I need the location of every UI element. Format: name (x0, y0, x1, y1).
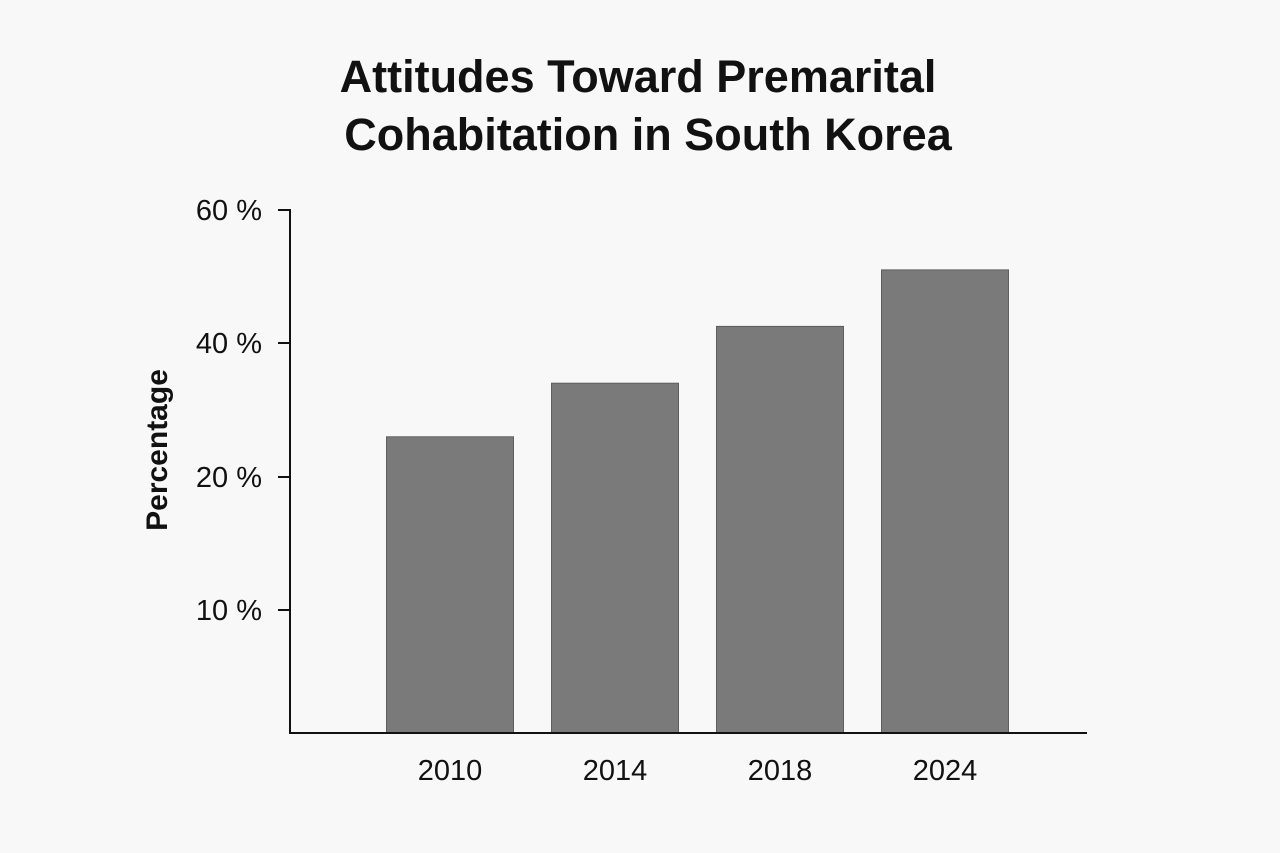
x-ticks-group: 2010 2014 2018 2024 (418, 755, 978, 787)
bars-group (386, 269, 1009, 734)
chart-title-line-1: Attitudes Toward Premarital (340, 51, 937, 102)
bar-2024 (881, 269, 1009, 734)
x-tick-label-2024: 2024 (913, 755, 978, 787)
y-tick-label-20: 20 % (196, 462, 262, 494)
y-tick-label-40: 40 % (196, 328, 262, 360)
x-tick-label-2010: 2010 (418, 755, 483, 787)
y-axis-label: Percentage (141, 369, 174, 531)
bar-2010 (386, 436, 514, 734)
chart-title: Attitudes Toward Premarital Cohabitation… (340, 51, 953, 160)
x-tick-label-2018: 2018 (748, 755, 813, 787)
bar-2018 (716, 325, 844, 734)
y-ticks-group: 10 % 20 % 40 % 60 % (196, 195, 290, 627)
x-tick-label-2014: 2014 (583, 755, 648, 787)
y-tick-label-60: 60 % (196, 195, 262, 227)
bar-2014 (551, 382, 679, 734)
chart-title-line-2: Cohabitation in South Korea (344, 109, 952, 160)
y-tick-label-10: 10 % (196, 595, 262, 627)
